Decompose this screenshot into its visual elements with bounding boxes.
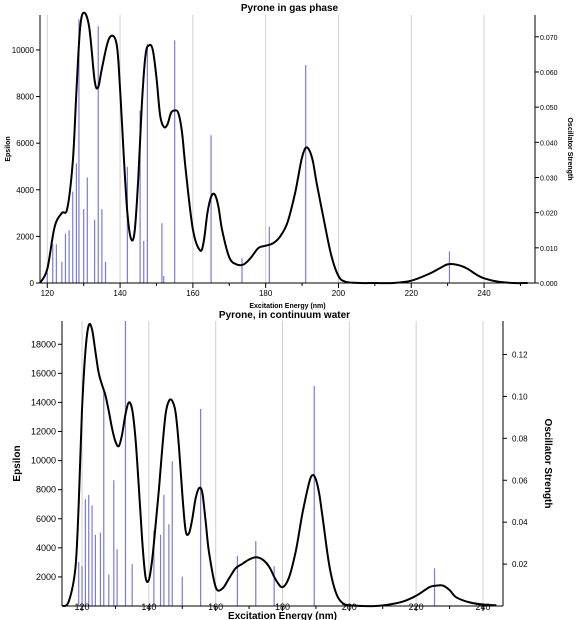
p0-x-tick-label-160: 160 <box>186 289 200 298</box>
p1-y2-tick-label-0: 0.02 <box>512 560 528 569</box>
p0-y-tick-label-0: 0 <box>30 279 35 288</box>
p0-y2-tick-label-0: 0.000 <box>540 281 558 288</box>
p0-y-tick-label-10000: 10000 <box>12 46 35 55</box>
p1-x-tick-label-200: 200 <box>342 602 357 612</box>
p0-epsilon-curve <box>39 11 528 285</box>
p0-y-axis-title: Epsilon <box>5 136 12 161</box>
p1-x-tick-label-180: 180 <box>275 602 290 612</box>
p0-x-tick-label-120: 120 <box>41 289 55 298</box>
p1-y-tick-label-12000: 12000 <box>31 427 56 437</box>
p1-y-tick-label-16000: 16000 <box>31 368 56 378</box>
p0-x-tick-label-220: 220 <box>405 289 419 298</box>
p0-x-tick-label-240: 240 <box>477 289 491 298</box>
p1-x-tick-label-120: 120 <box>75 602 90 612</box>
p1-y-tick-label-2000: 2000 <box>36 572 56 582</box>
p1-x-tick-label-140: 140 <box>141 602 156 612</box>
continuum-water-panel: 120 140 160 180 200 220 240 2000 4000 6000 8000 100… <box>12 310 553 620</box>
gas-phase-panel: 120 140 160 180 200 220 240 0 2000 4000 6000 8000 10… <box>5 3 573 310</box>
p1-chart-title: Pyrone, in continuum water <box>219 310 350 321</box>
p1-y-tick-label-18000: 18000 <box>31 339 56 349</box>
p0-y-tick-label-2000: 2000 <box>16 232 34 241</box>
p1-y2-tick-label-2: 0.06 <box>512 476 528 485</box>
p0-y2-tick-label-5: 0.050 <box>540 105 558 112</box>
p0-y2-tick-label-1: 0.010 <box>540 246 558 253</box>
p1-y2-tick-label-4: 0.10 <box>512 392 528 401</box>
p1-x-tick-label-240: 240 <box>475 602 490 612</box>
p1-y2-tick-label-1: 0.04 <box>512 518 528 527</box>
p1-epsilon-curve <box>61 322 497 608</box>
p1-x-tick-label-220: 220 <box>409 602 424 612</box>
p1-y2-axis-title: Oscillator Strength <box>542 418 553 508</box>
p0-y2-tick-label-2: 0.020 <box>540 211 558 218</box>
p1-y2-tick-label-5: 0.12 <box>512 351 528 360</box>
p1-y-tick-label-4000: 4000 <box>36 543 56 553</box>
p0-y2-tick-label-7: 0.070 <box>540 35 558 42</box>
p0-y2-tick-label-3: 0.030 <box>540 175 558 182</box>
p0-y-tick-label-8000: 8000 <box>16 93 34 102</box>
p0-y2-tick-label-6: 0.060 <box>540 70 558 77</box>
p0-y-tick-label-4000: 4000 <box>16 186 34 195</box>
p1-y-axis-title: Epsilon <box>12 445 23 481</box>
p1-y-tick-label-14000: 14000 <box>31 397 56 407</box>
p1-x-axis-title: Excitation Energy (nm) <box>228 611 337 620</box>
p0-x-tick-label-180: 180 <box>259 289 273 298</box>
p0-y-tick-label-6000: 6000 <box>16 139 34 148</box>
p1-y-tick-label-6000: 6000 <box>36 514 56 524</box>
p1-y-tick-label-8000: 8000 <box>36 485 56 495</box>
p1-y2-tick-label-3: 0.08 <box>512 434 528 443</box>
p1-y-tick-label-10000: 10000 <box>31 456 56 466</box>
p0-y2-axis-title: Oscillator Strength <box>566 117 573 180</box>
p0-y2-tick-label-4: 0.040 <box>540 140 558 147</box>
p0-x-tick-label-200: 200 <box>332 289 346 298</box>
p1-x-tick-label-160: 160 <box>208 602 223 612</box>
p0-x-tick-label-140: 140 <box>113 289 127 298</box>
p0-x-axis-title: Excitation Energy (nm) <box>249 303 325 310</box>
p0-chart-title: Pyrone in gas phase <box>241 3 339 14</box>
